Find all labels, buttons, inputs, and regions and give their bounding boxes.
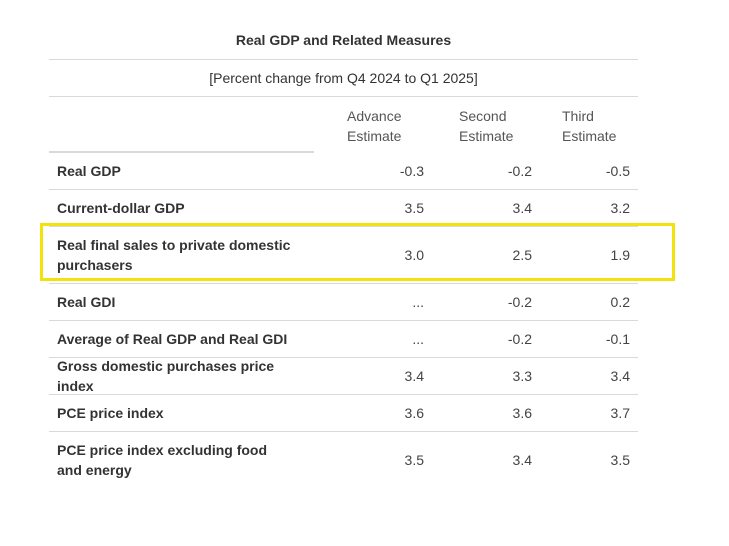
cell-second: 2.5 <box>512 247 532 263</box>
cell-second: -0.2 <box>507 294 532 310</box>
cell-second: 3.4 <box>512 452 532 468</box>
cell-third: -0.1 <box>605 331 630 347</box>
row-label: Gross domestic purchases price index <box>57 358 275 394</box>
row-label: PCE price index excluding food and energ… <box>57 442 268 478</box>
cell-advance: -0.3 <box>399 163 424 179</box>
cell-second: -0.2 <box>507 331 532 347</box>
table-row-gross-domestic-purchases: Gross domestic purchases price index 3.4… <box>49 358 638 395</box>
cell-advance: 3.0 <box>404 247 424 263</box>
cell-advance: 3.4 <box>404 368 424 384</box>
table-row-pce-price-index: PCE price index 3.6 3.6 3.7 <box>49 395 638 432</box>
cell-second: -0.2 <box>507 163 532 179</box>
cell-third: -0.5 <box>605 163 630 179</box>
cell-third: 1.9 <box>610 247 630 263</box>
cell-advance: ... <box>412 331 424 347</box>
table-row-core-pce: PCE price index excluding food and energ… <box>49 432 638 488</box>
cell-second: 3.6 <box>512 405 532 421</box>
cell-third: 3.4 <box>610 368 630 384</box>
column-header-second: Second Estimate <box>459 108 514 144</box>
cell-third: 3.7 <box>610 405 630 421</box>
cell-advance: 3.6 <box>404 405 424 421</box>
column-header-third: Third Estimate <box>562 108 617 144</box>
table-header: Advance Estimate Second Estimate Third E… <box>49 97 638 153</box>
cell-second: 3.3 <box>512 368 532 384</box>
cell-third: 0.2 <box>610 294 630 310</box>
table-subtitle: [Percent change from Q4 2024 to Q1 2025] <box>49 60 638 97</box>
row-label: Average of Real GDP and Real GDI <box>57 331 288 347</box>
header-divider <box>49 151 314 153</box>
table-row-average-gdp-gdi: Average of Real GDP and Real GDI ... -0.… <box>49 321 638 358</box>
table-row-real-gdp: Real GDP -0.3 -0.2 -0.5 <box>49 153 638 190</box>
table-title: Real GDP and Related Measures <box>49 22 638 60</box>
table-row-real-final-sales: Real final sales to private domestic pur… <box>49 227 638 284</box>
row-label: Real GDP <box>57 163 121 179</box>
row-label: Real GDI <box>57 294 116 310</box>
row-label: Current-dollar GDP <box>57 200 185 216</box>
gdp-table: Real GDP and Related Measures [Percent c… <box>49 22 638 488</box>
row-label: PCE price index <box>57 405 164 421</box>
table-row-real-gdi: Real GDI ... -0.2 0.2 <box>49 284 638 321</box>
cell-advance: 3.5 <box>404 200 424 216</box>
cell-advance: 3.5 <box>404 452 424 468</box>
cell-second: 3.4 <box>512 200 532 216</box>
cell-third: 3.5 <box>610 452 630 468</box>
column-header-advance: Advance Estimate <box>347 108 402 144</box>
cell-third: 3.2 <box>610 200 630 216</box>
table-row-current-dollar-gdp: Current-dollar GDP 3.5 3.4 3.2 <box>49 190 638 227</box>
row-label: Real final sales to private domestic pur… <box>57 237 291 273</box>
cell-advance: ... <box>412 294 424 310</box>
